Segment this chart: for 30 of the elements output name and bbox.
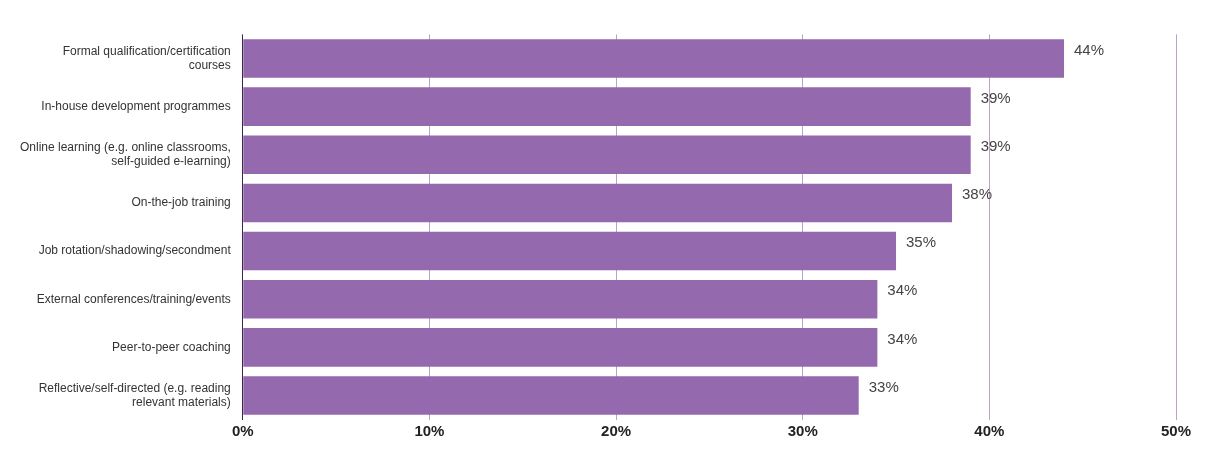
x-tick-label: 50% bbox=[1160, 421, 1192, 439]
y-tick-label: Formal qualification/certification courses bbox=[62, 43, 231, 72]
y-tick-label: On-the-job training bbox=[131, 195, 231, 210]
data-label: 33% bbox=[868, 377, 899, 395]
data-label: 34% bbox=[887, 329, 918, 347]
x-tick-label: 30% bbox=[787, 421, 818, 439]
y-tick-label: Reflective/self-directed (e.g. reading relevant materials) bbox=[38, 380, 231, 410]
x-tick-label: 20% bbox=[601, 421, 632, 439]
x-tick-label: 0% bbox=[231, 421, 254, 439]
y-tick-label: In-house development programmes bbox=[41, 98, 231, 113]
y-tick-label: External conferences/training/events bbox=[36, 291, 231, 306]
x-tick-label: 40% bbox=[974, 421, 1005, 439]
data-label: 35% bbox=[906, 233, 937, 251]
bar bbox=[243, 39, 1065, 78]
bar bbox=[243, 183, 953, 223]
data-label: 44% bbox=[1074, 40, 1105, 58]
bar bbox=[243, 231, 897, 271]
bar bbox=[243, 135, 971, 175]
y-tick-label: Job rotation/shadowing/secondment bbox=[38, 243, 232, 258]
x-tick-label: 10% bbox=[414, 421, 445, 439]
bar bbox=[243, 279, 878, 319]
bar bbox=[243, 328, 878, 367]
bar bbox=[243, 376, 859, 415]
data-label: 39% bbox=[980, 136, 1011, 154]
bar bbox=[243, 87, 971, 126]
data-label: 34% bbox=[887, 281, 918, 299]
data-label: 39% bbox=[980, 88, 1011, 106]
data-label: 38% bbox=[962, 185, 993, 203]
y-tick-label: Peer-to-peer coaching bbox=[112, 339, 231, 354]
y-tick-label: Online learning (e.g. online classrooms, self-guided e-learning) bbox=[19, 139, 231, 169]
